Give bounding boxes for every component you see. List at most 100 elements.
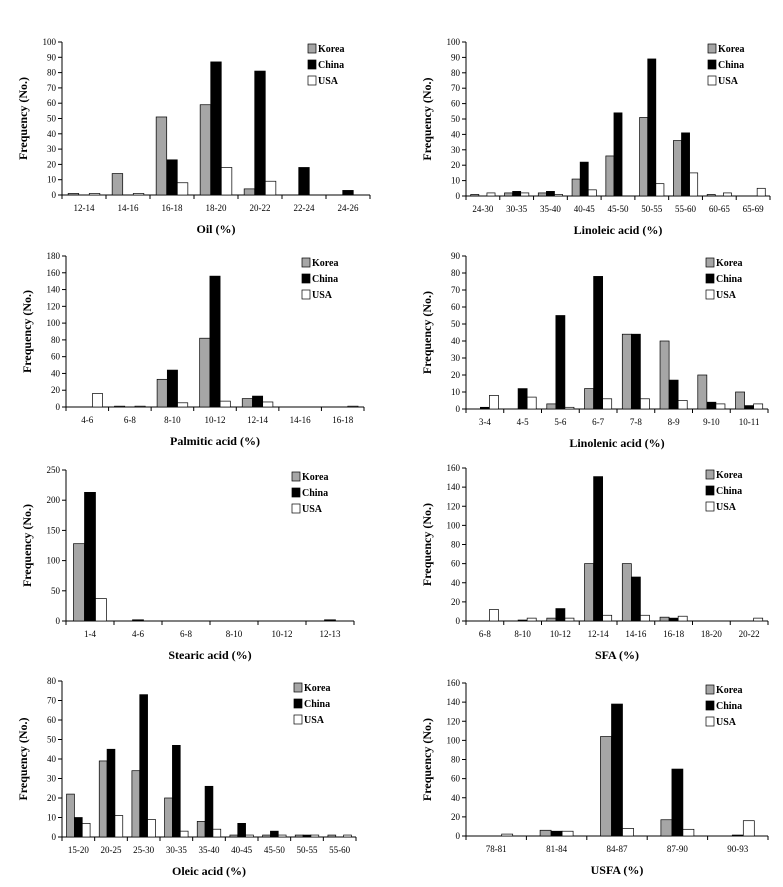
- x-axis-title: Stearic acid (%): [168, 648, 251, 662]
- bar-china-16-18: [668, 617, 679, 622]
- legend-swatch-china: [705, 700, 715, 711]
- bar-china-30-35: [512, 191, 522, 197]
- x-tick-label: 10-12: [272, 629, 293, 639]
- bar-china-8-9: [668, 379, 679, 410]
- bar-usa-84-87: [622, 827, 634, 837]
- bar-korea-40-45: [229, 834, 239, 838]
- legend-swatch-usa: [293, 714, 303, 725]
- legend-label-china: China: [718, 60, 744, 71]
- x-axis-title: Oil (%): [197, 222, 236, 236]
- x-tick-label: 45-50: [608, 204, 629, 214]
- y-tick-label: 40: [451, 336, 461, 346]
- bar-china-55-60: [681, 132, 690, 197]
- chart-panel-7: 0 10 20 30 40 50 60 70 80 15-20 20-25 25-30 30-35 35-…: [16, 676, 357, 878]
- legend-swatch-korea: [291, 471, 301, 482]
- bar-china-12-14: [593, 476, 604, 622]
- bar-usa-78-81: [501, 833, 514, 837]
- x-tick-label: 20-25: [101, 845, 122, 855]
- x-tick-label: 1-4: [84, 629, 96, 639]
- x-tick-label: 7-8: [630, 417, 642, 427]
- legend-swatch-usa: [705, 501, 715, 512]
- y-tick-label: 70: [47, 696, 57, 706]
- bar-usa-1-4: [95, 598, 107, 622]
- legend-swatch-usa: [707, 75, 717, 86]
- bar-china-1-4: [84, 491, 96, 622]
- y-tick-label: 60: [47, 98, 57, 108]
- legend-label-china: China: [312, 274, 338, 285]
- bar-usa-87-90: [682, 828, 695, 837]
- y-tick-label: 90: [47, 52, 57, 62]
- y-axis-title: Frequency (No.): [420, 291, 434, 374]
- bar-korea-15-20: [66, 793, 75, 838]
- y-tick-label: 10: [47, 175, 57, 185]
- x-tick-label: 14-16: [118, 203, 139, 213]
- legend-swatch-korea: [705, 469, 715, 480]
- legend-label-china: China: [318, 60, 344, 71]
- bar-korea-16-18: [659, 616, 670, 622]
- bar-korea-45-50: [605, 155, 615, 197]
- bar-usa-55-60: [689, 172, 699, 197]
- legend-label-usa: USA: [716, 502, 737, 513]
- bar-usa-15-20: [81, 822, 91, 838]
- y-tick-label: 120: [447, 716, 461, 726]
- legend-label-china: China: [302, 488, 328, 499]
- x-tick-label: 25-30: [133, 845, 154, 855]
- y-axis-title: Frequency (No.): [420, 77, 434, 160]
- legend-swatch-china: [307, 59, 317, 70]
- y-tick-label: 20: [51, 385, 61, 395]
- x-axis-title: Oleic acid (%): [172, 864, 246, 878]
- legend: Korea China USA: [705, 257, 742, 301]
- legend-swatch-korea: [301, 257, 311, 268]
- legend: Korea China USA: [293, 682, 330, 726]
- x-tick-label: 16-18: [663, 629, 684, 639]
- bar-korea-30-35: [164, 797, 173, 838]
- bar-usa-20-25: [114, 815, 124, 838]
- legend-swatch-korea: [705, 684, 715, 695]
- bar-korea-50-55: [639, 117, 649, 197]
- bar-china-84-87: [611, 703, 623, 837]
- x-tick-label: 24-26: [338, 203, 359, 213]
- bar-usa-12-14: [262, 401, 274, 408]
- bar-usa-6-8: [489, 609, 499, 622]
- bar-korea-10-12: [546, 617, 557, 622]
- x-tick-label: 6-8: [479, 629, 491, 639]
- x-tick-label: 30-35: [506, 204, 527, 214]
- x-axis-title: SFA (%): [595, 648, 639, 662]
- y-tick-label: 0: [456, 831, 461, 841]
- x-tick-label: 81-84: [546, 844, 567, 854]
- x-tick-label: 12-13: [320, 629, 341, 639]
- y-axis-title: Frequency (No.): [16, 717, 30, 800]
- bar-usa-50-55: [655, 183, 665, 197]
- bar-usa-6-7: [602, 398, 613, 410]
- legend-swatch-korea: [307, 43, 317, 54]
- legend-swatch-usa: [291, 503, 301, 514]
- bar-china-20-25: [106, 748, 116, 838]
- legend-label-korea: Korea: [318, 44, 344, 55]
- bar-china-18-20: [210, 61, 222, 196]
- bar-china-12-13: [324, 619, 336, 622]
- bar-korea-20-22: [243, 188, 256, 196]
- bar-china-30-35: [172, 744, 181, 838]
- x-tick-label: 18-20: [206, 203, 227, 213]
- chart-panel-4: 0 10 20 30 40 50 60 70 80 90 3-4 4-5 5-6 6-7 7-8 8-9 9-1…: [420, 251, 769, 450]
- bar-usa-18-20: [220, 167, 233, 196]
- y-tick-label: 90: [451, 52, 461, 62]
- bar-usa-5-6: [564, 406, 575, 410]
- y-tick-label: 0: [456, 191, 461, 201]
- legend-label-usa: USA: [318, 76, 339, 87]
- x-tick-label: 10-12: [205, 415, 226, 425]
- legend-label-korea: Korea: [312, 258, 338, 269]
- x-tick-label: 84-87: [607, 844, 628, 854]
- x-tick-label: 4-6: [81, 415, 93, 425]
- bar-korea-9-10: [697, 374, 708, 410]
- bar-usa-10-12: [219, 400, 231, 408]
- y-tick-label: 60: [451, 559, 461, 569]
- y-axis-title: Frequency (No.): [20, 290, 34, 373]
- bar-china-15-20: [74, 817, 83, 838]
- bar-usa-9-10: [715, 403, 726, 410]
- bar-china-6-7: [593, 276, 604, 410]
- y-tick-label: 160: [447, 463, 461, 473]
- bar-usa-14-16: [640, 614, 650, 622]
- bar-korea-14-16: [111, 173, 124, 196]
